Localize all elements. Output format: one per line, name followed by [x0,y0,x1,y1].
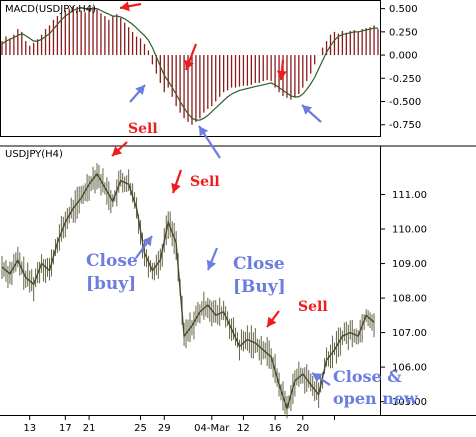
price-x-tick-label: 16 [269,423,282,434]
macd-y-tick-label: 0.500 [389,4,418,15]
sell-arrow-macd-top-head [120,1,130,12]
close-arrow-macd-right [301,104,322,123]
close-buy-label-2-line2: [Buy] [233,277,286,297]
sell-label-3: Sell [298,299,328,315]
close-buy-label-1-line2: [buy] [86,274,136,294]
annotation-texts: Sell Sell Sell Close [buy] Close [Buy] C… [86,121,419,408]
close-open-label-line2: open new [333,389,419,408]
price-y-tick-label: 107.00 [392,328,427,339]
price-x-tick-label: 29 [158,423,171,434]
price-y-tick-label: 106.00 [392,363,427,374]
sell-arrow-macd-mid [184,43,198,71]
sell-arrow-price-mid-head [171,182,181,193]
macd-y-tick-label: -0.500 [389,97,421,108]
sell-label-2: Sell [190,174,220,190]
close-arrow-price-left-head [142,236,152,247]
close-arrow-macd-right-head [302,105,313,115]
macd-y-tick-label: -0.250 [389,74,421,85]
price-title: USDJPY(H4) [5,149,63,160]
price-y-tick-label: 111.00 [392,190,427,201]
sell-arrow-price-right-head [267,316,277,327]
macd-y-tick-label: 0.250 [389,27,418,38]
sell-arrow-price-top-head [112,146,122,156]
close-buy-label-2-line1: Close [233,254,285,274]
macd-y-tick-label: -0.750 [389,120,421,131]
close-arrow-price-mid-head [206,259,217,270]
macd-histogram-group [1,5,379,125]
price-x-tick-label: 04-Mar [194,423,230,434]
price-x-tick-label: 12 [237,423,250,434]
macd-panel: 0.500 0.250 0.000 -0.250 -0.500 -0.750 MACD(U… [0,0,476,147]
sell-arrow-price-mid [171,169,183,194]
sell-arrow-price-top [111,141,128,157]
price-y-axis: 105.00 106.00 107.00 108.00 109.00 110.00 111.… [380,190,427,408]
price-x-tick-label: 17 [59,423,72,434]
close-arrow-macd-left [129,84,146,103]
price-y-tick-label: 108.00 [392,294,427,305]
macd-plot-frame [0,0,381,137]
close-arrow-macd-left-head [135,85,145,96]
price-x-tick-label: 25 [134,423,147,434]
close-arrow-price-mid [206,247,219,271]
macd-y-tick-label: 0.000 [389,51,418,62]
macd-signal-line [1,7,378,121]
sell-arrow-macd-top [119,1,142,12]
close-arrow-price-left [135,235,153,259]
annotation-arrows [111,1,331,386]
price-series-line [1,172,375,411]
close-open-label-line1: Close & [333,367,402,386]
sell-arrow-macd-right [276,59,287,81]
price-panel: 105.00 106.00 107.00 108.00 109.00 110.00 111.… [0,146,476,434]
macd-title: MACD(USDJPY,H4) [5,4,96,15]
price-x-tick-label: 13 [23,423,36,434]
close-arrow-macd-bottom-head [199,126,209,137]
sell-arrow-macd-right-head [276,70,287,80]
price-y-tick-label: 109.00 [392,259,427,270]
close-arrow-price-right-head [312,373,323,383]
sell-arrow-macd-mid-head [184,59,194,70]
price-x-tick-label: 21 [83,423,96,434]
price-x-tick-label: 20 [296,423,309,434]
price-y-tick-label: 105.00 [392,397,427,408]
macd-y-axis: 0.500 0.250 0.000 -0.250 -0.500 -0.750 [380,4,421,131]
price-y-tick-label: 110.00 [392,225,427,236]
sell-arrow-price-right [266,310,280,328]
close-buy-label-1-line1: Close [86,251,138,271]
price-x-axis: 13 17 21 25 29 04-Mar 12 16 20 [23,415,335,434]
close-arrow-macd-bottom [198,125,221,159]
sell-label-1: Sell [128,121,158,137]
close-arrow-price-right [311,372,331,386]
